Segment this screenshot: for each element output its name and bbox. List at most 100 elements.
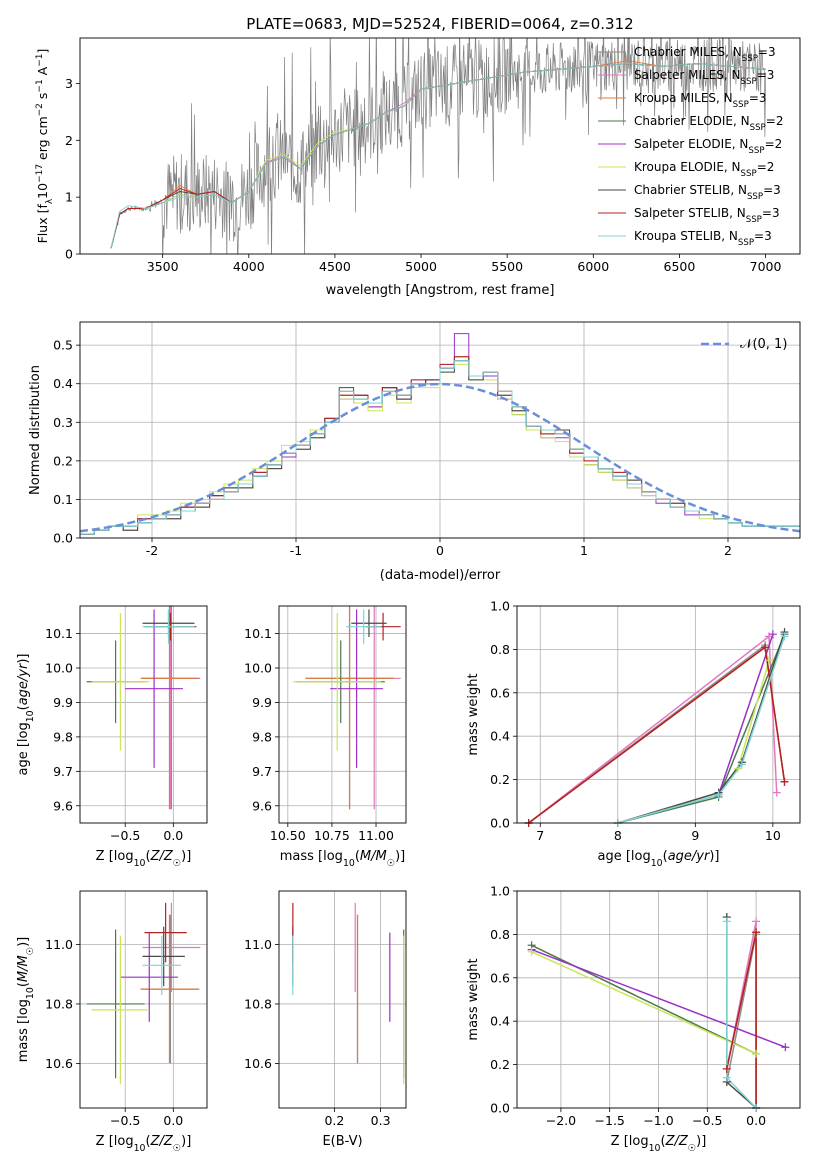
plot-area (86, 902, 201, 1085)
model-line-8 (110, 63, 766, 249)
legend-label: Kroupa ELODIE, NSSP=2 (634, 160, 774, 179)
y-axis-label-part: ( (16, 705, 31, 710)
legend-label-part: SSP (741, 169, 757, 179)
panel-mass_vs_ebv: 0.2 0.3 10.6 10.8 11.0 E(B-V) (244, 890, 407, 1149)
y-axis-label-part: 10 (25, 710, 36, 722)
legend-label-part: =3 (758, 45, 776, 59)
y-tick-label: 0.6 (490, 685, 510, 700)
x-axis-label-part: 10 (134, 858, 146, 869)
x-tick-label: 8 (614, 828, 622, 843)
y-tick-label: 10.8 (45, 996, 73, 1011)
x-tick-label: −0.5 (110, 1113, 140, 1128)
legend-label: Salpeter ELODIE, NSSP=2 (634, 137, 782, 156)
x-axis-label-part: ☉ (387, 858, 395, 869)
figure-title: PLATE=0683, MJD=52524, FIBERID=0064, z=0… (246, 15, 633, 33)
y-tick-label: 0.4 (490, 1014, 510, 1029)
weight-marker (722, 1073, 731, 1082)
legend-label-part: Chabrier ELODIE, N (634, 114, 750, 128)
y-tick-label: 0.2 (490, 772, 510, 787)
x-axis-label-part: ( (146, 1134, 151, 1149)
legend-label-part: SSP (746, 215, 762, 225)
y-axis-label-part: age [log (16, 722, 31, 775)
x-axis-label-part: ( (661, 1134, 666, 1149)
weight-marker (714, 790, 723, 799)
panel-age_vs_z: −0.5 0.09.69.79.89.910.010.1Z [log10(Z/Z☉… (16, 605, 208, 869)
x-axis-label-part: age/yr (668, 849, 711, 864)
model-line-2 (110, 60, 766, 249)
axes-frame (278, 890, 407, 1109)
weight-marker (733, 764, 742, 773)
legend-label: Salpeter MILES, NSSP=3 (634, 68, 774, 87)
weight-marker (764, 656, 773, 665)
y-tick-label: 1.0 (490, 884, 510, 899)
x-axis-label-part: Z [log (96, 1134, 134, 1149)
x-axis-label-part: )] (696, 1134, 706, 1149)
y-tick-label: 9.9 (252, 695, 272, 710)
axes-frame (79, 321, 801, 539)
y-tick-label: 9.8 (53, 729, 73, 744)
x-tick-label: 4500 (319, 259, 351, 274)
y-tick-label: 0.4 (490, 729, 510, 744)
plot-area (292, 902, 405, 1085)
y-tick-label: 9.6 (53, 798, 73, 813)
weight-marker (780, 777, 789, 786)
x-axis-label: (data-model)/error (380, 568, 501, 583)
y-axis-label-part: −17 (35, 164, 45, 183)
weight-marker (527, 947, 536, 956)
x-axis-label-part: M/M (360, 849, 387, 864)
x-axis-label: wavelength [Angstrom, rest frame] (326, 283, 555, 298)
x-tick-label: 10.50 (270, 828, 306, 843)
x-axis-label: Z [log10(Z/Z☉)] (96, 1134, 192, 1154)
y-axis-label-part: mass [log (16, 999, 31, 1062)
x-axis-label-part: )] (181, 1134, 191, 1149)
x-axis-label-part: )] (395, 849, 405, 864)
y-axis-label: Flux [fλ10−17 erg cm−2 s−1 A−1] (35, 49, 55, 244)
axes-frame (79, 890, 208, 1109)
legend-label-part: Salpeter STELIB, N (634, 206, 746, 220)
y-axis-label-part: erg cm (35, 116, 50, 164)
y-axis-label-part: A (35, 66, 50, 79)
x-axis-label: age [log10(age/yr)] (597, 849, 719, 869)
x-tick-label: −2.0 (546, 1113, 576, 1128)
y-axis-label-part: ] (35, 49, 50, 54)
plot-area (80, 333, 800, 538)
x-axis-label-part: 10 (649, 1143, 661, 1154)
y-tick-label: 0.5 (53, 338, 73, 353)
legend-label: Chabrier ELODIE, NSSP=2 (634, 114, 783, 133)
weight-marker (737, 760, 746, 769)
x-tick-label: 7 (536, 828, 544, 843)
x-axis-label-part: age [log (597, 849, 650, 864)
y-tick-label: 10.1 (244, 626, 272, 641)
weight-marker (768, 630, 777, 639)
y-tick-label: 0.0 (53, 531, 73, 546)
y-tick-label: 0.1 (53, 492, 73, 507)
weight-line-5 (737, 660, 770, 770)
y-tick-label: 9.8 (252, 729, 272, 744)
y-axis-label-part: λ (45, 198, 55, 204)
x-axis-label: Z [log10(Z/Z☉)] (96, 849, 192, 869)
x-tick-label: −1.5 (595, 1113, 625, 1128)
panel-mass_vs_z: −0.5 0.010.610.811.0Z [log10(Z/Z☉)]mass [… (16, 890, 208, 1154)
x-tick-label: 0.0 (163, 1113, 183, 1128)
x-tick-label: 1 (580, 543, 588, 558)
legend-label-part: =3 (757, 68, 775, 82)
x-axis-label-part: 10 (134, 1143, 146, 1154)
x-axis-label: E(B-V) (322, 1134, 362, 1149)
x-tick-label: 6500 (664, 259, 696, 274)
plot-area (528, 631, 786, 823)
plot-area (110, 38, 766, 254)
y-tick-label: 0.2 (490, 1057, 510, 1072)
weight-line-8 (617, 636, 786, 823)
x-tick-label: 0 (436, 543, 444, 558)
x-tick-label: 0.0 (746, 1113, 766, 1128)
legend-label-part: Chabrier MILES, N (634, 45, 742, 59)
legend-label-part: Chabrier STELIB, N (634, 183, 747, 197)
x-tick-label: 5000 (405, 259, 437, 274)
legend-label: Chabrier STELIB, NSSP=3 (634, 183, 781, 202)
y-tick-label: 1 (65, 190, 73, 205)
y-tick-label: 10.8 (244, 996, 272, 1011)
x-axis-label-part: Z/Z (150, 849, 174, 864)
y-tick-label: 10.6 (244, 1056, 272, 1071)
weight-line-2 (528, 645, 786, 823)
panel-spectrum: 3500 4000 4500 5000 5500 6000 6500 7000 0 1 2 3 Chab… (35, 37, 801, 298)
